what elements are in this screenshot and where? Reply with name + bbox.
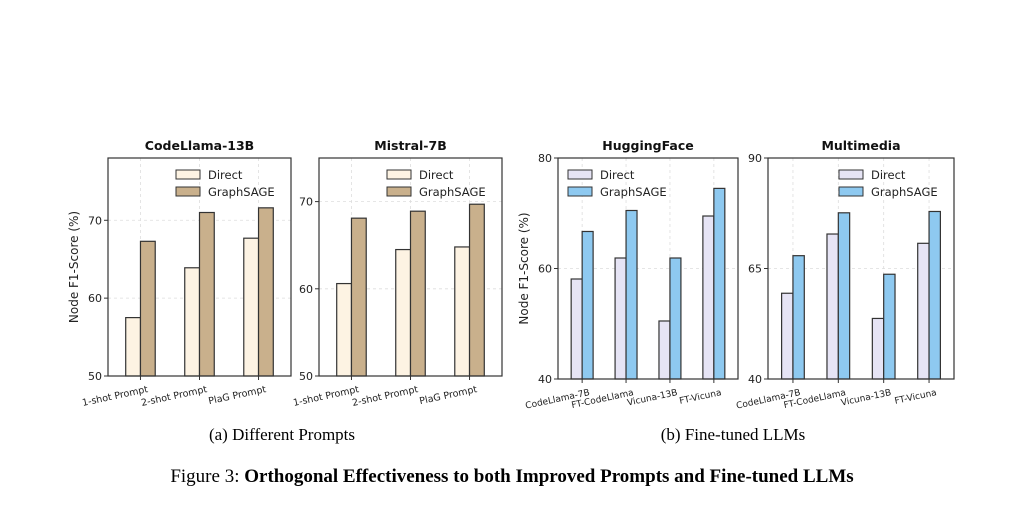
bar-direct-3 [243, 237, 260, 377]
legend-label-direct: Direct [419, 168, 454, 182]
chart-3: 406080CodeLlama-7BFT-CodeLlamaVicuna-13B… [517, 138, 739, 412]
y-tick-label: 60 [88, 292, 102, 305]
y-tick-label: 90 [748, 152, 762, 165]
x-tick-label: FT-Vicuna [679, 388, 723, 407]
bar-direct-2 [395, 248, 412, 377]
bar-graphsage-2 [837, 212, 851, 380]
y-tick-label: 40 [538, 373, 552, 386]
legend-label-graphsage: GraphSAGE [208, 185, 275, 199]
bar-direct-1 [336, 282, 353, 377]
subcaption-a: (a) Different Prompts [208, 425, 356, 444]
legend-label-direct: Direct [208, 168, 243, 182]
chart-4: 406590CodeLlama-7BFT-CodeLlamaVicuna-13B… [735, 138, 955, 412]
bar-graphsage-1 [792, 255, 805, 380]
chart-title: HuggingFace [602, 138, 694, 153]
bar-direct-2 [184, 267, 201, 377]
x-tick-label: 1-shot Prompt [292, 384, 360, 409]
bar-graphsage-1 [581, 230, 594, 380]
legend-label-graphsage: GraphSAGE [600, 185, 667, 199]
x-tick-label: FT-Vicuna [894, 388, 938, 407]
subcaption-b: (b) Fine-tuned LLMs [660, 425, 806, 444]
bar-graphsage-2 [198, 211, 215, 377]
legend-label-graphsage: GraphSAGE [419, 185, 486, 199]
y-tick-label: 70 [299, 196, 313, 209]
bar-graphsage-1 [350, 217, 367, 377]
figure-caption: Figure 3: Orthogonal Effectiveness to bo… [170, 466, 853, 488]
y-tick-label: 70 [88, 214, 102, 227]
bar-direct-4 [702, 215, 715, 380]
bar-graphsage-2 [625, 209, 638, 380]
bar-graphsage-2 [409, 210, 426, 377]
x-tick-label: 2-shot Prompt [351, 384, 419, 409]
bar-graphsage-1 [139, 240, 156, 377]
bar-direct-2 [826, 233, 839, 380]
y-tick-label: 60 [538, 263, 552, 276]
legend-swatch-direct [175, 169, 201, 180]
y-tick-label: 40 [748, 373, 762, 386]
x-tick-label: Vicuna-13B [840, 388, 892, 408]
figure-title: Orthogonal Effectiveness to both Improve… [244, 466, 854, 487]
bar-graphsage-3 [257, 207, 274, 377]
legend-swatch-direct [386, 169, 412, 180]
legend-swatch-direct [567, 169, 593, 180]
y-tick-label: 50 [299, 370, 313, 383]
legend-swatch-graphsage [175, 186, 201, 197]
bar-graphsage-3 [468, 203, 485, 377]
bar-graphsage-4 [928, 210, 941, 380]
bar-direct-3 [454, 246, 471, 377]
legend-swatch-graphsage [386, 186, 412, 197]
y-tick-label: 80 [538, 152, 552, 165]
legend-label-direct: Direct [871, 168, 906, 182]
bar-direct-1 [570, 278, 583, 380]
bar-direct-1 [781, 292, 794, 380]
bar-graphsage-3 [669, 257, 682, 380]
x-tick-label: PlaG Prompt [418, 384, 478, 407]
legend-swatch-direct [838, 169, 864, 180]
bar-graphsage-3 [883, 273, 896, 380]
x-tick-label: 1-shot Prompt [81, 384, 149, 409]
x-tick-label: PlaG Prompt [207, 384, 267, 407]
y-axis-label: Node F1-Score (%) [517, 212, 531, 324]
x-tick-label: 2-shot Prompt [140, 384, 208, 409]
bar-direct-3 [871, 317, 885, 380]
y-tick-label: 65 [748, 263, 762, 276]
y-axis-label: Node F1-Score (%) [67, 211, 81, 323]
legend-label-direct: Direct [600, 168, 635, 182]
legend-label-graphsage: GraphSAGE [871, 185, 938, 199]
bar-direct-2 [614, 257, 627, 380]
bar-direct-3 [658, 320, 671, 380]
y-tick-label: 50 [88, 370, 102, 383]
bar-graphsage-4 [713, 187, 726, 380]
legend-swatch-graphsage [838, 186, 864, 197]
x-tick-label: Vicuna-13B [626, 388, 678, 408]
chart-title: CodeLlama-13B [145, 138, 254, 153]
figure-label: Figure 3: [170, 466, 240, 487]
legend-swatch-graphsage [567, 186, 593, 197]
y-tick-label: 60 [299, 283, 313, 296]
chart-title: Multimedia [821, 138, 900, 153]
bar-direct-4 [917, 242, 930, 380]
chart-title: Mistral-7B [374, 138, 446, 153]
bar-direct-1 [125, 317, 142, 377]
